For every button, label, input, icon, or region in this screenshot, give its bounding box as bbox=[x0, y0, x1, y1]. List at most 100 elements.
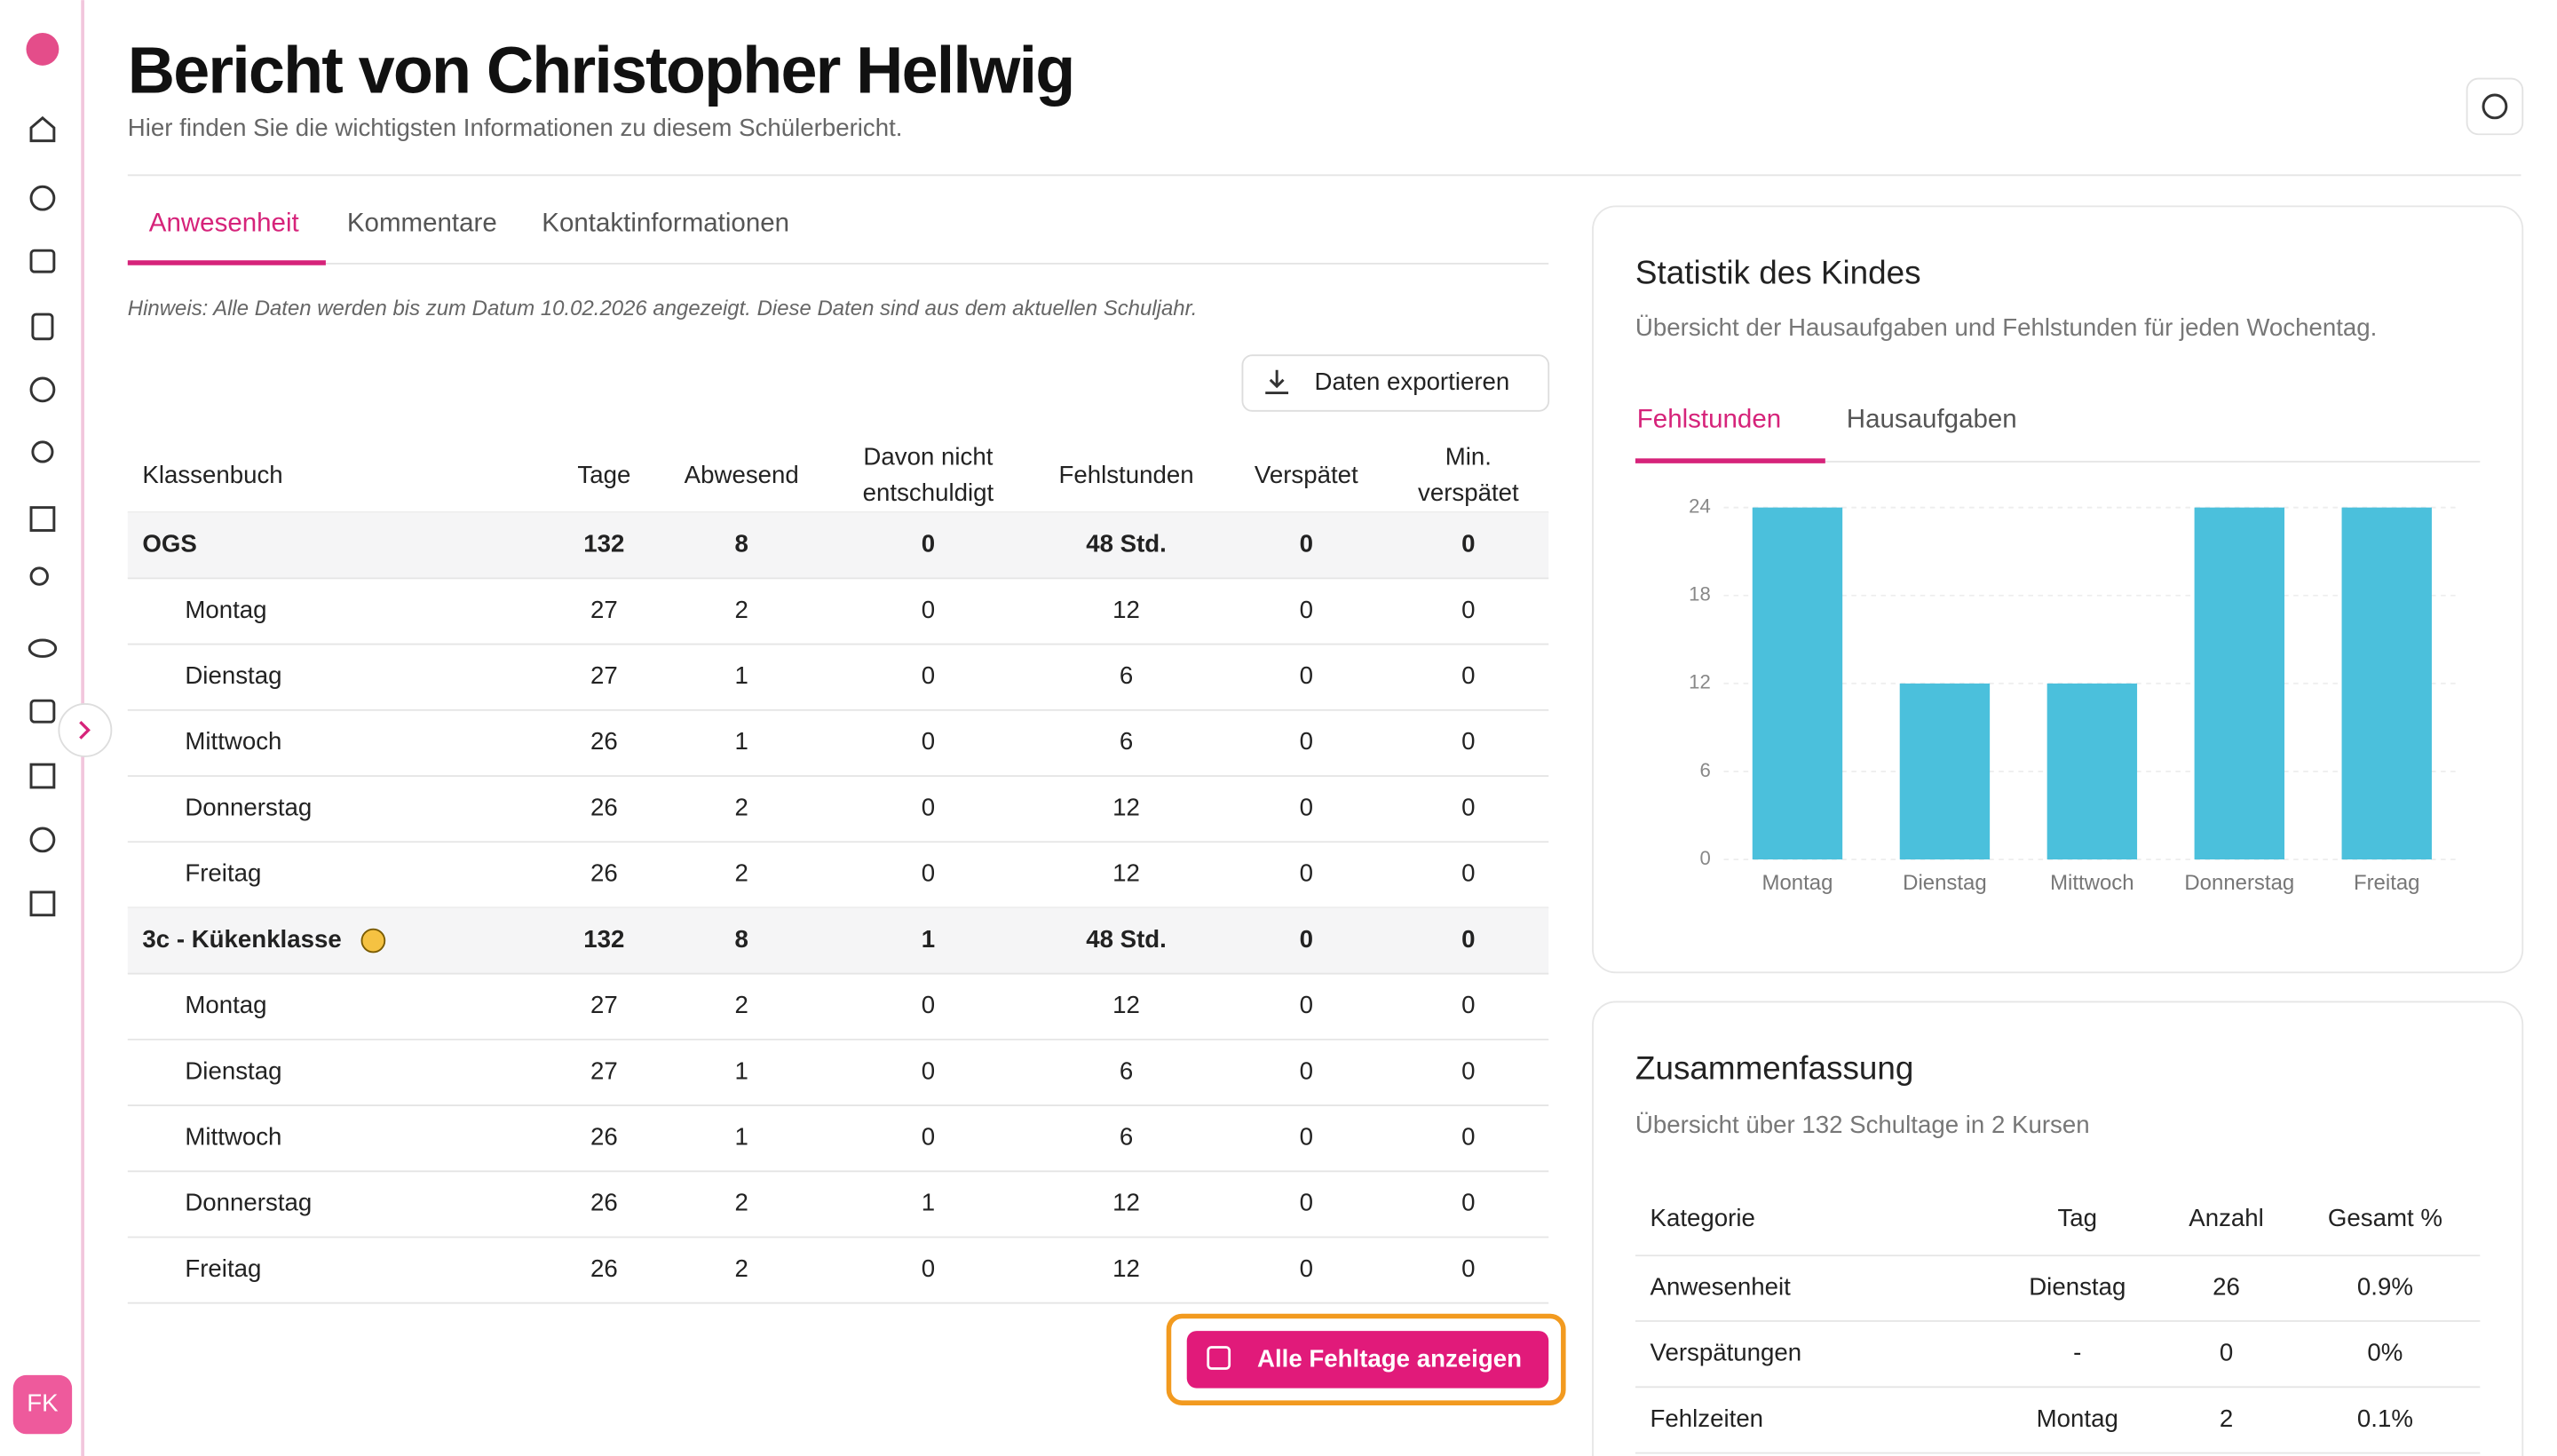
cell: 2 bbox=[735, 1189, 748, 1216]
group-cell: 0 bbox=[1300, 530, 1313, 558]
cell: Montag bbox=[185, 596, 266, 623]
tab[interactable]: Kommentare bbox=[347, 208, 497, 237]
nav-schedule[interactable] bbox=[29, 699, 56, 724]
bar bbox=[1899, 683, 1991, 860]
sidebar-toggle[interactable] bbox=[58, 702, 113, 757]
group-cell: 8 bbox=[735, 530, 748, 558]
cell: 0 bbox=[1461, 1254, 1475, 1282]
group-cell: 0 bbox=[1461, 925, 1475, 953]
cell: 26 bbox=[590, 859, 618, 887]
cell: 0 bbox=[922, 1254, 935, 1282]
export-button[interactable] bbox=[1241, 354, 1550, 412]
nav-book[interactable] bbox=[31, 313, 54, 341]
cell: 0 bbox=[922, 727, 935, 755]
cell: 0 bbox=[1461, 596, 1475, 623]
chick-icon bbox=[360, 928, 386, 954]
cell: Montag bbox=[185, 991, 266, 1018]
nav-school[interactable] bbox=[29, 890, 56, 917]
cell: 0 bbox=[922, 1056, 935, 1084]
action-button[interactable] bbox=[1186, 1331, 1549, 1389]
cell: 0 bbox=[1300, 859, 1313, 887]
stats-active-tab bbox=[1635, 458, 1825, 463]
summary-cell: 26 bbox=[2213, 1272, 2240, 1300]
group-cell: 1 bbox=[922, 925, 935, 953]
stats-tab[interactable]: Fehlstunden bbox=[1637, 405, 1781, 434]
nav-box[interactable] bbox=[29, 506, 56, 532]
group-cell: 48 Std. bbox=[1086, 925, 1167, 953]
cell: 26 bbox=[590, 1254, 618, 1282]
cell: 2 bbox=[735, 596, 748, 623]
stats-title: Statistik des Kindes bbox=[1635, 255, 1921, 291]
nav-help[interactable] bbox=[29, 827, 56, 853]
nav-cloud[interactable] bbox=[28, 638, 58, 658]
x-tick-label: Donnerstag bbox=[2184, 871, 2294, 895]
cell: 0 bbox=[922, 596, 935, 623]
summary-card bbox=[1592, 1001, 2524, 1456]
cell: 0 bbox=[922, 661, 935, 689]
x-tick-label: Freitag bbox=[2354, 871, 2420, 895]
cell: 2 bbox=[735, 991, 748, 1018]
summary-header: Anzahl bbox=[2189, 1204, 2264, 1231]
y-tick-label: 0 bbox=[1699, 847, 1710, 869]
group-cell: 48 Std. bbox=[1086, 530, 1167, 558]
stats-tab[interactable]: Hausaufgaben bbox=[1847, 405, 2017, 434]
note: Hinweis: Alle Daten werden bis zum Datum… bbox=[128, 297, 1198, 320]
column-header: Davon nicht entschuldigt bbox=[863, 443, 994, 507]
column-header: Verspätet bbox=[1255, 461, 1358, 488]
y-tick-label: 12 bbox=[1689, 671, 1711, 693]
cell: 0 bbox=[1461, 859, 1475, 887]
group-cell: 132 bbox=[583, 530, 624, 558]
nav-chat[interactable] bbox=[29, 376, 56, 403]
cell: 0 bbox=[1300, 991, 1313, 1018]
nav-building[interactable] bbox=[29, 763, 56, 789]
page-subtitle: Hier finden Sie die wichtigsten Informat… bbox=[128, 114, 903, 141]
cell: Donnerstag bbox=[185, 1189, 312, 1216]
tab[interactable]: Kontaktinformationen bbox=[542, 208, 789, 237]
cell: 12 bbox=[1112, 859, 1140, 887]
column-header: Tage bbox=[577, 461, 630, 488]
cell: 6 bbox=[1120, 727, 1133, 755]
toggle-arrow bbox=[79, 721, 91, 740]
summary-header: Gesamt % bbox=[2328, 1204, 2442, 1231]
cell: 26 bbox=[590, 1122, 618, 1150]
nav-home[interactable] bbox=[29, 115, 56, 143]
group-cell: 0 bbox=[1300, 925, 1313, 953]
summary-cell: 2 bbox=[2220, 1405, 2233, 1432]
avatar-initials: FK bbox=[27, 1389, 59, 1416]
download-icon bbox=[1265, 369, 1289, 395]
summary-cell: 0.1% bbox=[2357, 1405, 2413, 1432]
cell: 0 bbox=[1300, 1056, 1313, 1084]
cell: 6 bbox=[1120, 1122, 1133, 1150]
avatar[interactable] bbox=[12, 1374, 73, 1435]
nav-location[interactable] bbox=[31, 440, 54, 463]
cell: 27 bbox=[590, 1056, 618, 1084]
cell: 0 bbox=[922, 991, 935, 1018]
nav-calendar[interactable] bbox=[29, 249, 56, 273]
nav-clock[interactable] bbox=[29, 185, 56, 211]
summary-cell: 0 bbox=[2220, 1339, 2233, 1366]
cell: 0 bbox=[1300, 1122, 1313, 1150]
summary-cell: Anwesenheit bbox=[1651, 1272, 1792, 1300]
cell: 12 bbox=[1112, 596, 1140, 623]
summary-subtitle: Übersicht über 132 Schultage in 2 Kursen bbox=[1635, 1111, 2090, 1138]
cell: 2 bbox=[735, 1254, 748, 1282]
tab[interactable]: Anwesenheit bbox=[149, 208, 299, 237]
summary-cell: 0.9% bbox=[2357, 1272, 2413, 1300]
cell: 26 bbox=[590, 1189, 618, 1216]
summary-header: Kategorie bbox=[1651, 1204, 1755, 1231]
action-label: Alle Fehltage anzeigen bbox=[1257, 1345, 1522, 1373]
y-tick-label: 24 bbox=[1689, 495, 1711, 517]
cell: 1 bbox=[735, 661, 748, 689]
focus-outline bbox=[1166, 1313, 1566, 1405]
group-name: 3c - Kükenklasse bbox=[142, 925, 341, 953]
calendar-icon bbox=[1207, 1346, 1231, 1370]
cell: 0 bbox=[922, 793, 935, 820]
help-button[interactable] bbox=[2466, 77, 2524, 136]
stats-subtitle: Übersicht der Hausaufgaben und Fehlstund… bbox=[1635, 313, 2377, 341]
nav-users[interactable] bbox=[29, 566, 49, 586]
summary-cell: - bbox=[2073, 1339, 2081, 1366]
cell: 6 bbox=[1120, 1056, 1133, 1084]
cell: 12 bbox=[1112, 793, 1140, 820]
